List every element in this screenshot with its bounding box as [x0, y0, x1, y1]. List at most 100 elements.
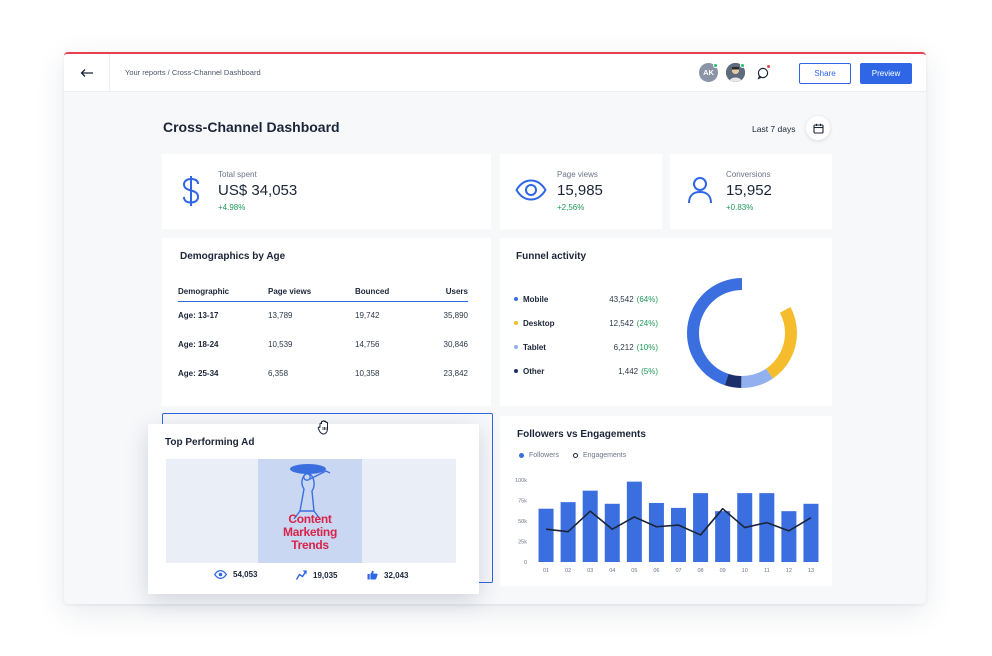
y-tick-label: 25k	[518, 540, 527, 546]
legend-bullet	[514, 297, 518, 301]
ad-poster: Content Marketing Trends	[258, 459, 362, 563]
followers-bar	[781, 511, 797, 562]
ad-likes: 32,043	[367, 570, 408, 580]
funnel-item-pct: (24%)	[636, 318, 658, 328]
top-ad-card[interactable]: Top Performing Ad Content Marketing Tren…	[148, 424, 479, 594]
funnel-item-pct: (5%)	[641, 366, 658, 376]
calendar-icon	[812, 123, 824, 134]
arrow-left-icon	[80, 69, 93, 77]
followers-bar	[626, 481, 642, 562]
ad-preview-image[interactable]: Content Marketing Trends	[166, 459, 456, 563]
funnel-item-desktop: Desktop 12,542 (24%)	[514, 314, 658, 332]
ad-likes-value: 32,043	[384, 570, 409, 580]
share-arrow-icon	[296, 570, 307, 580]
page-title: Cross-Channel Dashboard	[163, 119, 340, 135]
table-cell: Age: 18-24	[178, 340, 219, 349]
funnel-item-name: Desktop	[523, 318, 555, 328]
y-tick-label: 50k	[518, 519, 527, 525]
funnel-item-value: 43,542	[609, 294, 634, 304]
x-tick-label: 03	[587, 568, 593, 574]
table-cell: 13,789	[268, 311, 293, 321]
legend-bullet	[514, 345, 518, 349]
legend-swatch	[573, 453, 578, 458]
y-tick-label: 0	[524, 560, 527, 566]
chat-bubble-icon	[757, 67, 769, 80]
funnel-item-value: 12,542	[609, 318, 634, 328]
funnel-donut-chart	[687, 278, 797, 388]
table-cell: 10,358	[355, 369, 380, 378]
funnel-item-value: 6,212	[613, 342, 634, 352]
legend-swatch	[519, 453, 524, 458]
funnel-title: Funnel activity	[516, 251, 587, 262]
share-button[interactable]: Share	[799, 63, 851, 84]
followers-bar	[604, 503, 620, 562]
eye-icon	[515, 179, 547, 201]
table-row: Age: 18-24 10,539 14,756 30,846	[178, 330, 468, 359]
legend-bullet	[514, 321, 518, 325]
table-cell: 23,842	[443, 369, 468, 378]
dollar-icon	[182, 176, 200, 206]
followers-bar	[693, 493, 709, 562]
ad-views: 54,053	[214, 570, 257, 579]
demographics-table: Demographic Page views Bounced Users Age…	[178, 283, 468, 388]
date-picker-button[interactable]	[806, 116, 830, 140]
funnel-item-pct: (64%)	[636, 294, 658, 304]
x-tick-label: 09	[720, 568, 726, 574]
followers-bar	[538, 508, 554, 562]
kpi-card-total-spent: Total spent US$ 34,053 +4.98%	[162, 154, 491, 229]
user-icon	[688, 177, 712, 204]
kpi-change: +0.83%	[726, 203, 754, 212]
column-header: Bounced	[355, 283, 425, 302]
kpi-label: Page views	[557, 170, 598, 179]
demographics-title: Demographics by Age	[180, 251, 286, 262]
breadcrumb[interactable]: Your reports / Cross-Channel Dashboard	[125, 68, 261, 77]
ad-poster-line: Trends	[291, 538, 329, 552]
ad-shares-value: 19,035	[313, 570, 338, 580]
top-bar: Your reports / Cross-Channel Dashboard A…	[64, 54, 926, 92]
table-cell: 35,890	[443, 311, 468, 321]
chart-title: Followers vs Engagements	[517, 429, 646, 440]
thumbs-up-icon	[367, 570, 378, 580]
funnel-item-name: Tablet	[523, 342, 546, 352]
online-indicator	[713, 63, 718, 68]
preview-button[interactable]: Preview	[860, 63, 912, 84]
x-tick-label: 02	[565, 568, 571, 574]
chat-button[interactable]	[754, 64, 772, 82]
table-cell: 10,539	[268, 340, 293, 349]
funnel-item-value: 1,442	[618, 366, 639, 376]
kpi-label: Total spent	[218, 170, 257, 179]
legend-label: Engagements	[583, 452, 627, 459]
funnel-card: Funnel activity Mobile 43,542 (64%) Desk…	[500, 238, 832, 406]
x-tick-label: 11	[764, 568, 770, 574]
top-ad-title: Top Performing Ad	[165, 437, 255, 448]
avatar-initials: AK	[703, 68, 714, 77]
ad-views-value: 54,053	[233, 570, 258, 579]
x-tick-label: 10	[742, 568, 748, 574]
followers-bar	[648, 502, 664, 562]
woman-illustration-icon	[290, 464, 331, 519]
grab-cursor-icon	[317, 420, 328, 435]
followers-bar	[715, 511, 731, 562]
x-tick-label: 13	[808, 568, 814, 574]
column-header: Users	[425, 283, 468, 302]
avatar-user[interactable]	[726, 63, 745, 82]
funnel-item-name: Mobile	[523, 294, 549, 304]
notification-dot	[766, 64, 771, 69]
kpi-card-page-views: Page views 15,985 +2,56%	[500, 154, 662, 229]
ad-shares: 19,035	[296, 570, 337, 580]
engagements-line	[545, 507, 812, 536]
followers-bar	[803, 503, 819, 562]
table-cell: 30,846	[443, 340, 468, 349]
table-header-row: Demographic Page views Bounced Users	[178, 283, 468, 302]
y-tick-label: 75k	[518, 499, 527, 505]
column-header: Page views	[268, 283, 355, 302]
funnel-item-name: Other	[523, 366, 545, 376]
donut-slice-tablet	[687, 278, 797, 388]
kpi-value: US$ 34,053	[218, 182, 298, 199]
avatar-ak[interactable]: AK	[699, 63, 718, 82]
followers-bar	[582, 490, 598, 562]
table-cell: Age: 25-34	[178, 369, 219, 378]
back-button[interactable]	[64, 54, 110, 92]
date-range-label[interactable]: Last 7 days	[752, 124, 796, 134]
followers-bar	[670, 507, 687, 562]
